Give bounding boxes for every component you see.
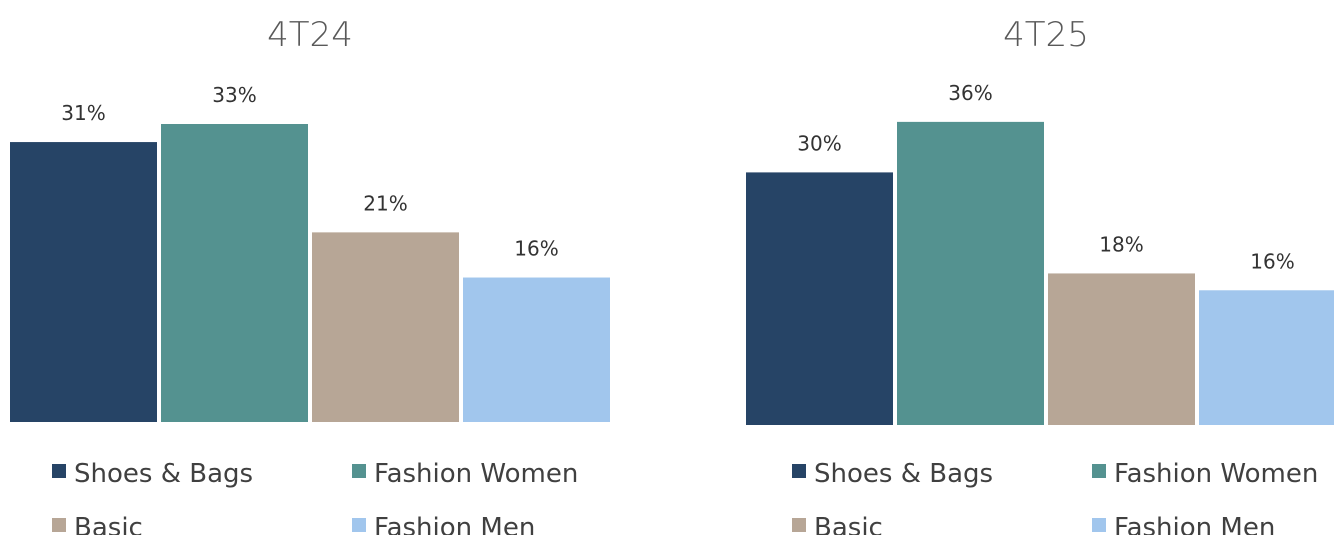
legend-swatch-shoes-and-bags bbox=[52, 464, 66, 478]
legend-swatch-fashion-women bbox=[1092, 464, 1106, 478]
bar-fashion-women bbox=[161, 124, 308, 422]
legend-swatch-fashion-women bbox=[352, 464, 366, 478]
data-label-fashion-women: 33% bbox=[212, 83, 256, 107]
legend-swatch-fashion-men bbox=[1092, 518, 1106, 532]
bar-basic bbox=[1048, 273, 1195, 425]
bar-fashion-men bbox=[1199, 290, 1334, 425]
chart-4t25: 4T25 30% 36% 18% 16% Shoes & Bags Fashion Wome… bbox=[746, 15, 1334, 535]
bar-basic bbox=[312, 232, 459, 422]
bar-shoes-and-bags bbox=[746, 172, 893, 425]
data-label-fashion-men: 16% bbox=[1250, 249, 1294, 273]
legend-label-shoes-and-bags: Shoes & Bags bbox=[74, 459, 253, 489]
chart-title: 4T25 bbox=[1003, 15, 1089, 55]
legend-swatch-basic bbox=[792, 518, 806, 532]
data-label-fashion-men: 16% bbox=[514, 237, 558, 261]
legend: Shoes & Bags Fashion Women Basic Fashion Me… bbox=[792, 459, 1318, 535]
legend-swatch-shoes-and-bags bbox=[792, 464, 806, 478]
legend-label-basic: Basic bbox=[814, 513, 883, 535]
data-label-basic: 18% bbox=[1099, 232, 1143, 256]
legend-label-basic: Basic bbox=[74, 513, 143, 535]
data-label-shoes-and-bags: 30% bbox=[797, 131, 841, 155]
data-label-fashion-women: 36% bbox=[948, 81, 992, 105]
bar-fashion-men bbox=[463, 277, 610, 422]
legend-label-fashion-women: Fashion Women bbox=[374, 459, 578, 489]
legend-label-shoes-and-bags: Shoes & Bags bbox=[814, 459, 993, 489]
chart-title: 4T24 bbox=[267, 15, 353, 55]
legend-swatch-basic bbox=[52, 518, 66, 532]
chart-4t24: 4T24 31% 33% 21% 16% Shoes & Bags Fashion Wome… bbox=[10, 15, 610, 535]
legend-label-fashion-women: Fashion Women bbox=[1114, 459, 1318, 489]
data-label-basic: 21% bbox=[363, 191, 407, 215]
data-label-shoes-and-bags: 31% bbox=[61, 101, 105, 125]
bar-fashion-women bbox=[897, 121, 1044, 425]
legend-label-fashion-men: Fashion Men bbox=[1114, 513, 1275, 535]
legend-label-fashion-men: Fashion Men bbox=[374, 513, 535, 535]
legend: Shoes & Bags Fashion Women Basic Fashion Me… bbox=[52, 459, 578, 535]
legend-swatch-fashion-men bbox=[352, 518, 366, 532]
bar-shoes-and-bags bbox=[10, 142, 157, 422]
